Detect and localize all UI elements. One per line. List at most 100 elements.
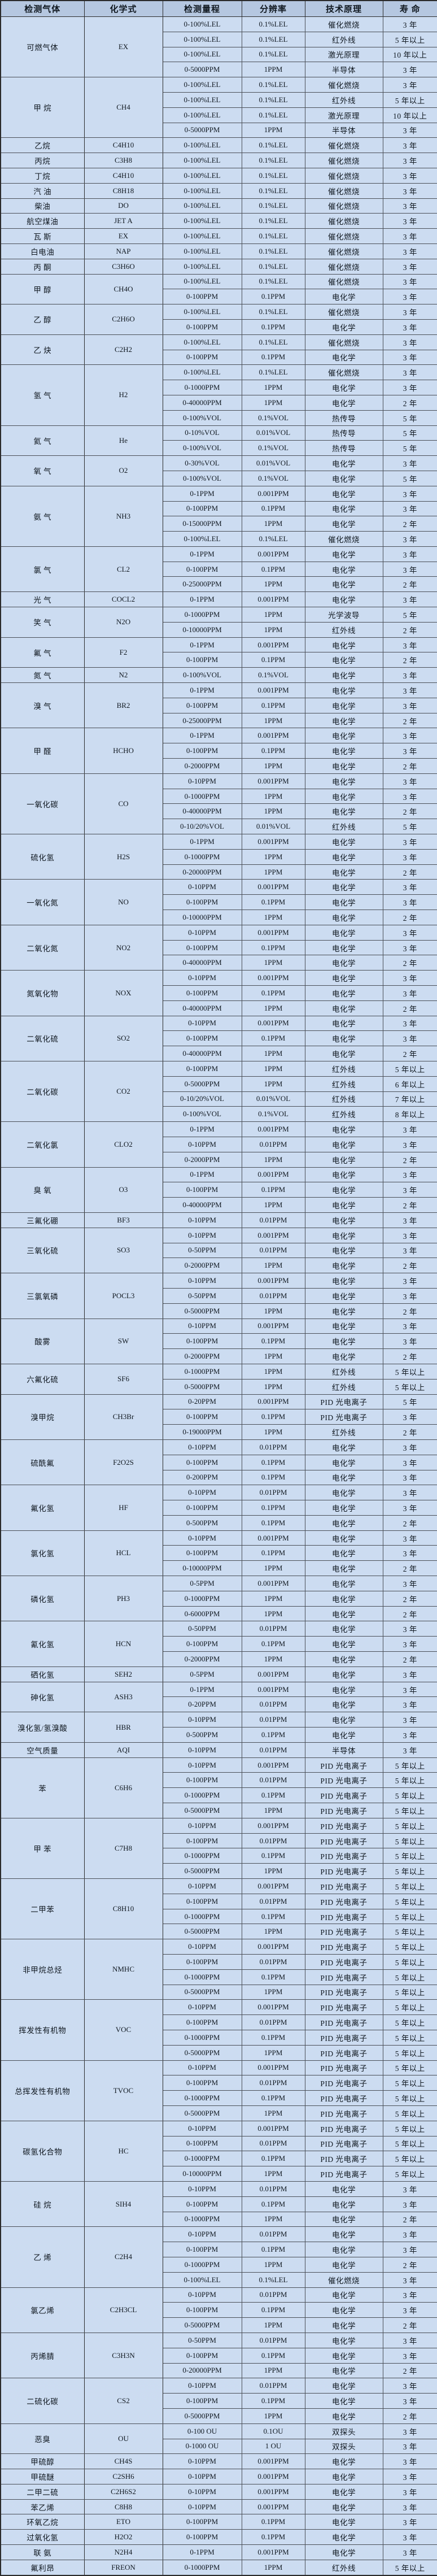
life-cell: 3 年: [382, 637, 437, 653]
principle-cell: PID 光电离子: [304, 1409, 383, 1425]
principle-cell: 电化学: [304, 1333, 383, 1350]
resolution-cell: 1PPM: [241, 2559, 305, 2576]
gas-name-cell: 甲 醇: [0, 273, 85, 305]
life-cell: 3 年: [382, 2226, 437, 2243]
resolution-cell: 0.001PPM: [241, 2499, 305, 2515]
range-cell: 0-1000 OU: [162, 2438, 242, 2455]
principle-cell: 电化学: [304, 1318, 383, 1334]
table-row: 0-5000PPM 1PPM PID 光电离子 5 年以上: [1, 2044, 437, 2061]
range-cell: 0-10PPM: [162, 1212, 242, 1228]
formula-cell: C2H6S2: [84, 2483, 163, 2500]
principle-cell: 电化学: [304, 1439, 383, 1455]
range-cell: 0-100%LEL: [162, 273, 242, 290]
gas-name-cell: 乙 炔: [0, 334, 85, 365]
principle-cell: 催化燃烧: [304, 364, 383, 381]
life-cell: 3 年: [382, 1576, 437, 1591]
principle-cell: 半导体: [304, 62, 383, 78]
formula-cell: AQI: [84, 1742, 163, 1758]
life-cell: 2 年: [382, 1348, 437, 1364]
principle-cell: 热传导: [304, 410, 383, 426]
life-cell: 5 年以上: [382, 1984, 437, 2000]
life-cell: 3 年: [382, 2332, 437, 2348]
resolution-cell: 1PPM: [241, 1424, 305, 1440]
life-cell: 3 年: [382, 2529, 437, 2545]
range-cell: 0-100PPM: [162, 349, 242, 365]
resolution-cell: 0.1PPM: [241, 2514, 305, 2530]
principle-cell: 催化燃烧: [304, 213, 383, 229]
principle-cell: 电化学: [304, 2347, 383, 2364]
resolution-cell: 1PPM: [241, 712, 305, 729]
life-cell: 2 年: [382, 2256, 437, 2273]
resolution-cell: 0.1PPM: [241, 319, 305, 335]
range-cell: 0-100PPM: [162, 319, 242, 335]
gas-name-cell: 氟化氢: [0, 1485, 85, 1531]
range-cell: 0-5000PPM: [162, 2317, 242, 2333]
range-cell: 0-10PPM: [162, 1939, 242, 1955]
column-header: 检测气体: [0, 0, 85, 17]
principle-cell: 电化学: [304, 1515, 383, 1531]
formula-cell: JET A: [84, 213, 163, 229]
principle-cell: 电化学: [304, 470, 383, 486]
formula-cell: VOC: [84, 1999, 163, 2061]
gas-name-cell: 丙烷: [0, 153, 85, 168]
gas-name-cell: 溴化氢/氢溴酸: [0, 1712, 85, 1743]
principle-cell: 电化学: [304, 1227, 383, 1243]
life-cell: 5 年以上: [382, 2060, 437, 2076]
table-row: 0-1000PPM 0.1PPM PID 光电离子 5 年以上: [1, 2090, 437, 2106]
formula-cell: CO2: [84, 1060, 163, 1122]
range-cell: 0-10PPM: [162, 2120, 242, 2136]
table-row: 乙 醇 C2H6O 0-100%LEL 0.1%LEL 催化燃烧 3 年: [0, 304, 437, 335]
principle-cell: 电化学: [304, 1454, 383, 1470]
principle-cell: 电化学: [304, 2529, 383, 2545]
range-cell: 0-5000PPM: [162, 1803, 242, 1818]
table-row: 0-100PPM 0.1PPM 电化学 3 年: [1, 2347, 437, 2364]
table-row: 0-100PPM 0.1PPM 电化学 3 年: [1, 1500, 437, 1516]
life-cell: 3 年: [382, 485, 437, 502]
life-cell: 3 年: [382, 531, 437, 547]
resolution-cell: 1PPM: [241, 864, 305, 880]
range-cell: 0-25000PPM: [162, 576, 242, 593]
life-cell: 3 年: [382, 198, 437, 214]
resolution-cell: 0.01PPM: [241, 1742, 305, 1758]
gas-name-cell: 挥发性有机物: [0, 1999, 85, 2061]
principle-cell: 催化燃烧: [304, 243, 383, 259]
range-cell: 0-1000PPM: [162, 2256, 242, 2273]
principle-cell: 电化学: [304, 682, 383, 698]
principle-cell: PID 光电离子: [304, 1757, 383, 1773]
principle-cell: 红外线: [304, 1378, 383, 1395]
resolution-cell: 0.1PPM: [241, 1908, 305, 1925]
formula-cell: C6H6: [84, 1757, 163, 1818]
range-cell: 0-50PPM: [162, 1287, 242, 1304]
range-cell: 0-1PPM: [162, 485, 242, 502]
table-row: 0-100%LEL 0.1%LEL 催化燃烧 3 年: [1, 2272, 437, 2288]
life-cell: 3 年: [382, 1030, 437, 1047]
resolution-cell: 0.1PPM: [241, 1787, 305, 1804]
principle-cell: PID 光电离子: [304, 1969, 383, 1985]
range-cell: 0-40000PPM: [162, 1000, 242, 1016]
principle-cell: 电化学: [304, 712, 383, 729]
principle-cell: 电化学: [304, 910, 383, 925]
life-cell: 5 年以上: [382, 92, 437, 108]
range-cell: 0-25000PPM: [162, 712, 242, 729]
gas-name-cell: 三氟化硼: [0, 1212, 85, 1228]
principle-cell: PID 光电离子: [304, 1848, 383, 1864]
table-row: 0-100PPM 0.1PPM 电化学 3 年: [1, 985, 437, 1001]
table-row: 光 气 COCL2 0-1PPM 0.001PPM 电化学 3 年: [0, 591, 437, 608]
table-row: 0-40000PPM 1PPM 电化学 2 年: [1, 1046, 437, 1061]
resolution-cell: 1PPM: [241, 2256, 305, 2273]
principle-cell: 电化学: [304, 834, 383, 850]
table-row: 0-20000PPM 1PPM 电化学 2 年: [1, 864, 437, 880]
table-row: 0-10/20%VOL 0.01%VOL 红外线 7 年以上: [1, 1091, 437, 1107]
gas-name-cell: 氯乙烯: [0, 2287, 85, 2333]
principle-cell: 双探头: [304, 2423, 383, 2439]
principle-cell: PID 光电离子: [304, 1863, 383, 1879]
range-cell: 0-100%LEL: [162, 198, 242, 214]
principle-cell: 电化学: [304, 2453, 383, 2470]
life-cell: 10 年以上: [382, 107, 437, 123]
table-row: 0-5000PPM 1PPM 电化学 2 年: [1, 2408, 437, 2424]
principle-cell: 电化学: [304, 1242, 383, 1259]
resolution-cell: 0.01PPM: [241, 1621, 305, 1637]
resolution-cell: 0.001PPM: [241, 773, 305, 789]
range-cell: 0-100PPM: [162, 1772, 242, 1789]
life-cell: 3 年: [382, 1712, 437, 1728]
